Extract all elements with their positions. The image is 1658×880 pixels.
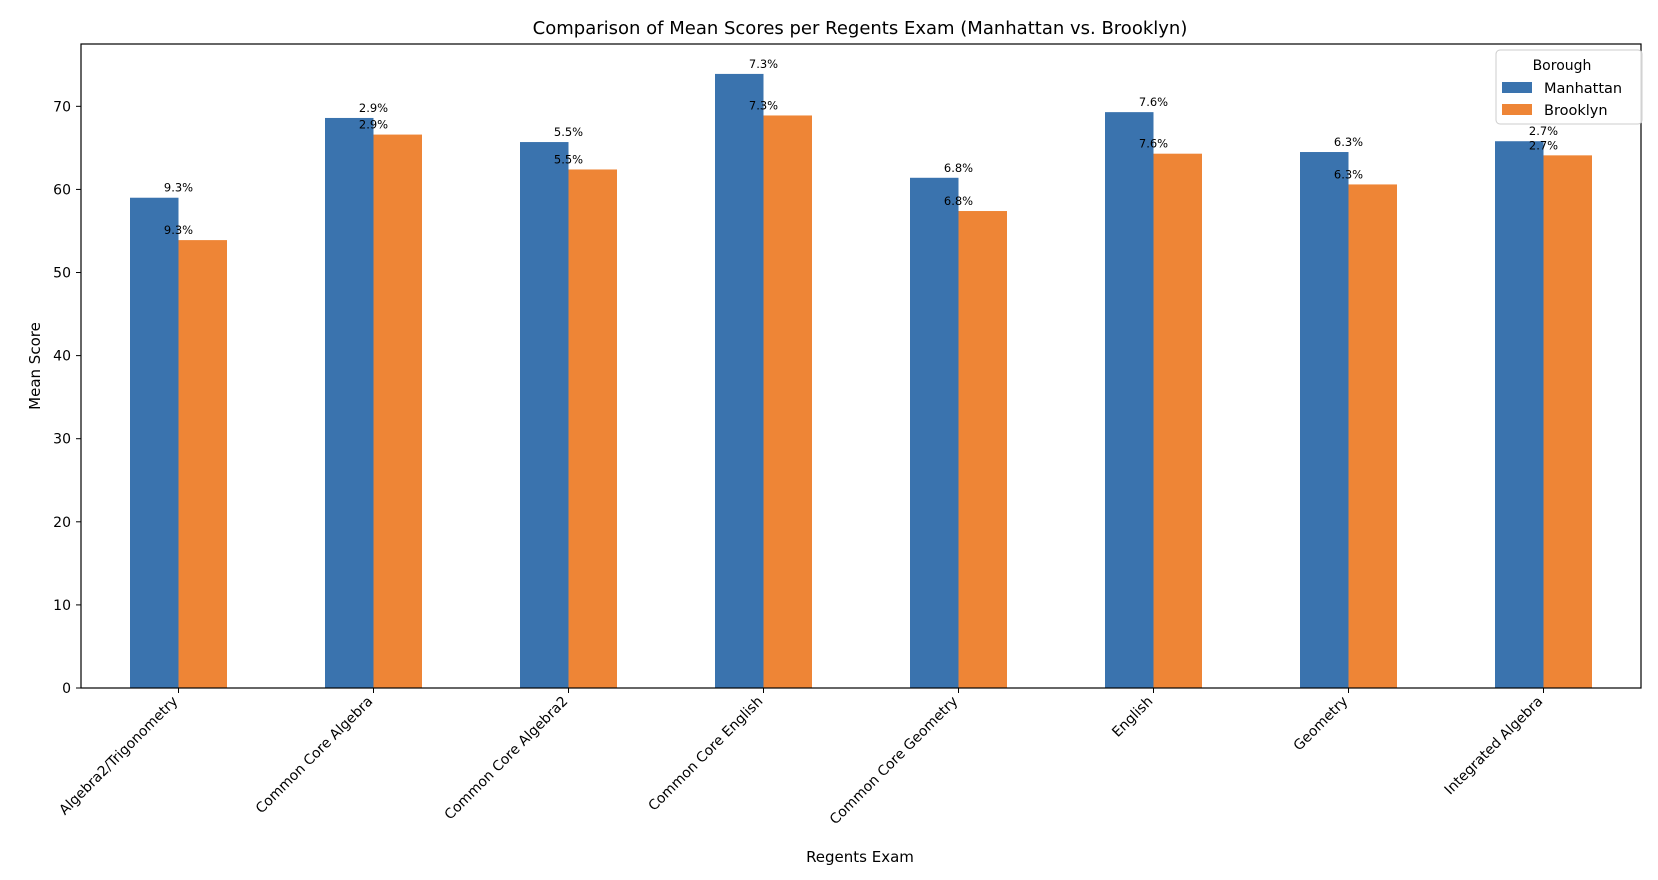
x-tick-label: English xyxy=(1109,694,1156,741)
data-label-brooklyn: 5.5% xyxy=(554,152,583,166)
data-label-manhattan: 7.3% xyxy=(749,57,778,71)
bar-manhattan xyxy=(325,117,374,689)
data-labels-group: 9.3% 9.3% 2.9% 2.9% 5.5% 5.5% 7.3% 7.3% 6.8% 6.8%… xyxy=(164,57,1558,237)
data-label-brooklyn: 7.6% xyxy=(1139,137,1168,151)
data-label-manhattan: 2.7% xyxy=(1529,124,1558,138)
y-axis-label: Mean Score xyxy=(26,322,44,410)
bar-manhattan xyxy=(1495,141,1544,689)
bar-manhattan xyxy=(1105,112,1154,689)
bar-brooklyn xyxy=(958,211,1007,688)
legend-title: Borough xyxy=(1533,58,1592,74)
x-tick-label: Common Core Algebra xyxy=(253,694,376,817)
x-tick-label: Geometry xyxy=(1291,694,1352,755)
bar-manhattan xyxy=(130,197,179,688)
legend-box xyxy=(1495,49,1643,125)
y-tick-label: 30 xyxy=(53,432,71,448)
bar-manhattan xyxy=(1300,152,1349,688)
x-axis-label: Regents Exam xyxy=(806,848,914,866)
y-tick-label: 40 xyxy=(53,349,71,365)
bar-brooklyn xyxy=(1153,153,1202,688)
x-axis: Algebra2/Trigonometry Common Core Algebra… xyxy=(56,688,1546,828)
bar-brooklyn xyxy=(568,169,617,688)
x-tick-label: Common Core English xyxy=(645,694,766,815)
data-label-manhattan: 6.8% xyxy=(944,161,973,175)
chart-title: Comparison of Mean Scores per Regents Ex… xyxy=(533,18,1188,39)
data-label-brooklyn: 9.3% xyxy=(164,223,193,237)
plot-area-frame xyxy=(80,43,1642,689)
data-label-brooklyn: 2.9% xyxy=(359,118,388,132)
y-tick-label: 50 xyxy=(53,266,71,282)
data-label-manhattan: 6.3% xyxy=(1334,135,1363,149)
data-label-brooklyn: 2.7% xyxy=(1529,138,1558,152)
legend-swatch-brooklyn xyxy=(1502,104,1532,115)
bar-brooklyn xyxy=(763,115,812,688)
x-tick-label: Common Core Geometry xyxy=(827,694,961,828)
data-label-manhattan: 2.9% xyxy=(359,101,388,115)
legend-label-manhattan: Manhattan xyxy=(1544,81,1622,97)
x-tick-label: Integrated Algebra xyxy=(1442,694,1547,799)
data-label-brooklyn: 6.8% xyxy=(944,194,973,208)
x-tick-label: Algebra2/Trigonometry xyxy=(56,694,181,819)
bar-manhattan xyxy=(910,177,959,688)
x-tick-label: Common Core Algebra2 xyxy=(442,694,572,824)
legend: Borough Manhattan Brooklyn xyxy=(1495,49,1643,125)
y-tick-label: 70 xyxy=(53,99,71,115)
legend-swatch-manhattan xyxy=(1502,82,1532,93)
legend-label-brooklyn: Brooklyn xyxy=(1544,103,1608,119)
bar-brooklyn xyxy=(178,240,227,688)
data-label-brooklyn: 6.3% xyxy=(1334,167,1363,181)
y-tick-label: 20 xyxy=(53,515,71,531)
bar-brooklyn xyxy=(373,134,422,688)
data-label-manhattan: 5.5% xyxy=(554,125,583,139)
bar-manhattan xyxy=(715,73,764,688)
data-label-brooklyn: 7.3% xyxy=(749,98,778,112)
data-label-manhattan: 9.3% xyxy=(164,181,193,195)
y-axis: 0 10 20 30 40 50 60 70 xyxy=(53,99,81,697)
y-tick-label: 60 xyxy=(53,182,71,198)
bar-brooklyn xyxy=(1543,155,1592,688)
data-label-manhattan: 7.6% xyxy=(1139,95,1168,109)
bar-manhattan xyxy=(520,142,569,688)
y-tick-label: 10 xyxy=(53,598,71,614)
bar-brooklyn xyxy=(1348,184,1397,689)
y-tick-label: 0 xyxy=(62,681,71,697)
bars-group xyxy=(130,73,1592,689)
